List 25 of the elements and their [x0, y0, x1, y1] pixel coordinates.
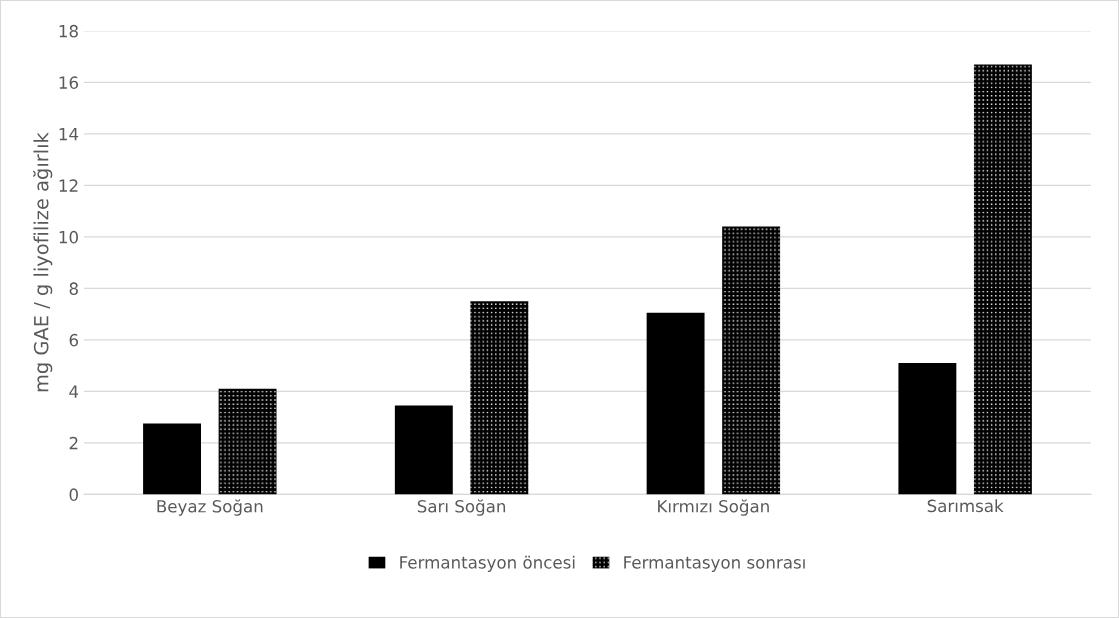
y-tick-label: 8 — [69, 282, 78, 295]
legend-label: Fermantasyon sonrası — [624, 556, 805, 572]
y-tick-label: 0 — [69, 488, 78, 501]
y-tick-label: 12 — [59, 179, 78, 192]
y-axis-title: mg GAE / g liyofilize ağırlık — [32, 132, 53, 392]
y-tick-label: 18 — [59, 24, 78, 38]
x-tick-label: Beyaz Soğan — [157, 499, 263, 516]
x-tick-label: Sarı Soğan — [417, 499, 506, 516]
x-tick-label: Kırmızı Soğan — [658, 499, 769, 516]
bar — [722, 226, 781, 495]
bar — [143, 423, 201, 495]
y-tick-label: 10 — [59, 230, 78, 244]
y-tick-label: 4 — [69, 385, 79, 398]
bar — [218, 388, 277, 495]
bar — [646, 312, 705, 495]
y-tick-label: 6 — [69, 333, 79, 347]
bar — [394, 405, 453, 495]
bar — [898, 363, 957, 495]
y-tick-label: 16 — [59, 76, 79, 89]
bar — [973, 64, 1032, 495]
legend-label: Fermantasyon öncesi — [400, 555, 575, 572]
y-tick-label: 2 — [69, 436, 78, 450]
bar — [470, 301, 529, 495]
y-tick-label: 14 — [59, 128, 79, 141]
x-tick-label: Sarımsak — [927, 499, 1004, 513]
